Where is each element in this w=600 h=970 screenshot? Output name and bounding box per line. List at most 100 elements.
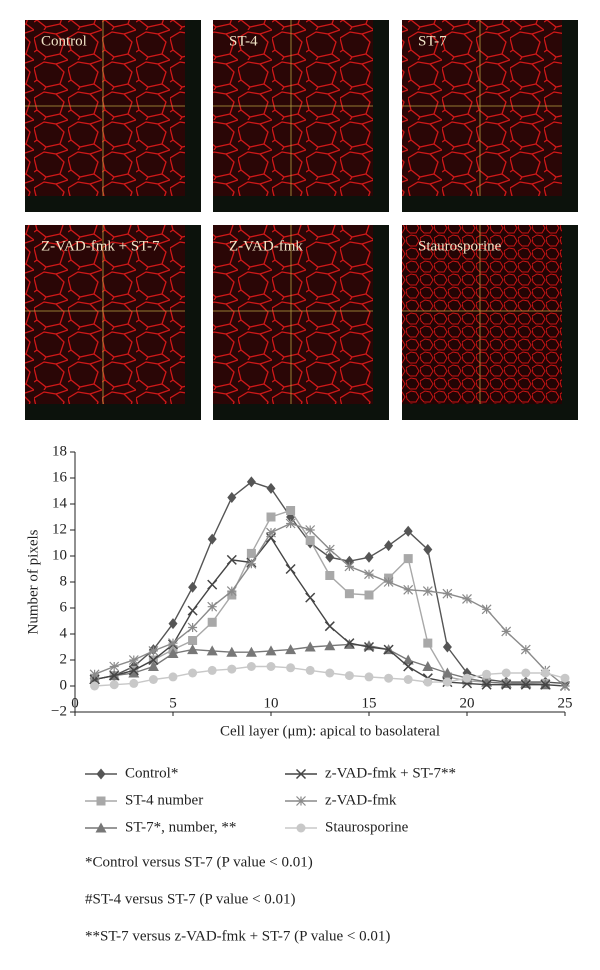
- marker: [168, 638, 178, 649]
- marker: [148, 675, 158, 684]
- side-view-bottom: [25, 404, 201, 420]
- marker: [227, 664, 237, 674]
- marker: [305, 665, 315, 675]
- x-tick-label: 20: [460, 695, 475, 711]
- marker: [266, 527, 276, 538]
- x-tick-label: 15: [362, 695, 377, 711]
- marker: [423, 544, 433, 555]
- marker: [207, 665, 217, 675]
- side-view-bottom: [213, 196, 389, 212]
- marker: [344, 561, 355, 572]
- marker: [90, 681, 100, 691]
- marker: [383, 577, 394, 587]
- marker: [363, 641, 375, 653]
- y-tick-label: −2: [51, 703, 67, 719]
- marker: [167, 648, 179, 658]
- footnotes: *Control versus ST-7 (P value < 0.01) #ST…: [85, 854, 390, 944]
- y-tick-label: 10: [52, 547, 67, 563]
- marker: [226, 646, 238, 657]
- marker: [540, 668, 550, 678]
- marker: [501, 626, 512, 637]
- marker: [286, 663, 296, 673]
- x-tick-label: 10: [264, 695, 279, 711]
- marker: [285, 563, 296, 575]
- marker: [423, 638, 433, 648]
- marker: [482, 669, 492, 679]
- side-view-right: [185, 20, 201, 212]
- legend-label: Staurosporine: [325, 819, 409, 835]
- y-tick-label: 2: [60, 651, 68, 667]
- marker: [109, 661, 120, 672]
- marker: [364, 569, 374, 580]
- marker: [403, 661, 414, 672]
- marker: [325, 571, 335, 580]
- side-view-bottom: [25, 196, 201, 212]
- marker: [344, 671, 354, 681]
- footnote: *Control versus ST-7 (P value < 0.01): [85, 854, 313, 870]
- panel-label: Z-VAD-fmk + ST-7: [41, 238, 160, 254]
- marker: [403, 584, 414, 595]
- y-tick-label: 6: [60, 599, 68, 615]
- marker: [266, 662, 276, 671]
- marker: [305, 535, 315, 545]
- marker: [462, 673, 472, 683]
- side-view-right: [373, 20, 389, 212]
- series: [89, 638, 551, 690]
- micrograph: [25, 20, 201, 212]
- marker: [285, 518, 296, 529]
- image-panel: ST-7: [402, 20, 578, 212]
- series: [90, 476, 570, 689]
- marker: [207, 617, 217, 627]
- side-view-bottom: [402, 196, 578, 212]
- marker: [188, 668, 198, 678]
- y-tick-label: 16: [52, 469, 68, 485]
- marker: [383, 644, 394, 655]
- series: [90, 506, 550, 688]
- marker: [501, 679, 512, 690]
- marker: [147, 661, 159, 671]
- marker: [206, 645, 218, 656]
- micrograph: [402, 225, 578, 420]
- legend-marker: [95, 822, 107, 833]
- marker: [246, 476, 256, 488]
- image-panels: Control ST-4 ST-7 Z-VAD-fmk + ST-7 Z-VAD-fmk…: [25, 20, 578, 420]
- y-axis-label: Number of pixels: [25, 529, 41, 634]
- image-panel: Z-VAD-fmk: [213, 225, 389, 420]
- marker: [344, 589, 354, 599]
- side-view-right: [373, 225, 389, 420]
- marker: [403, 525, 413, 537]
- marker: [520, 679, 531, 690]
- panel-label: ST-4: [229, 33, 258, 49]
- marker: [188, 636, 198, 645]
- marker: [560, 681, 570, 691]
- side-view-right: [185, 225, 201, 420]
- image-panel: Z-VAD-fmk + ST-7: [25, 225, 201, 420]
- series: [90, 662, 570, 691]
- marker: [246, 548, 256, 558]
- marker: [285, 644, 297, 655]
- marker: [305, 525, 316, 535]
- marker: [265, 645, 277, 656]
- marker: [521, 668, 531, 678]
- marker: [462, 593, 472, 604]
- legend-label: z-VAD-fmk + ST-7**: [325, 765, 456, 781]
- x-tick-label: 25: [558, 695, 573, 711]
- marker: [501, 668, 511, 678]
- marker: [325, 668, 335, 678]
- image-panel: ST-4: [213, 20, 389, 212]
- marker: [266, 512, 276, 522]
- marker: [305, 592, 316, 603]
- marker: [520, 644, 531, 655]
- marker: [245, 646, 257, 657]
- micrograph: [213, 20, 389, 212]
- marker: [266, 482, 276, 494]
- marker: [540, 679, 551, 690]
- marker: [481, 679, 492, 690]
- marker: [422, 586, 433, 597]
- marker: [246, 558, 257, 569]
- legend: Control* ST-4 number ST-7*, number, ** z-VA…: [85, 765, 456, 835]
- micrograph: [25, 225, 201, 420]
- marker: [324, 544, 335, 555]
- x-tick-label: 0: [71, 695, 79, 711]
